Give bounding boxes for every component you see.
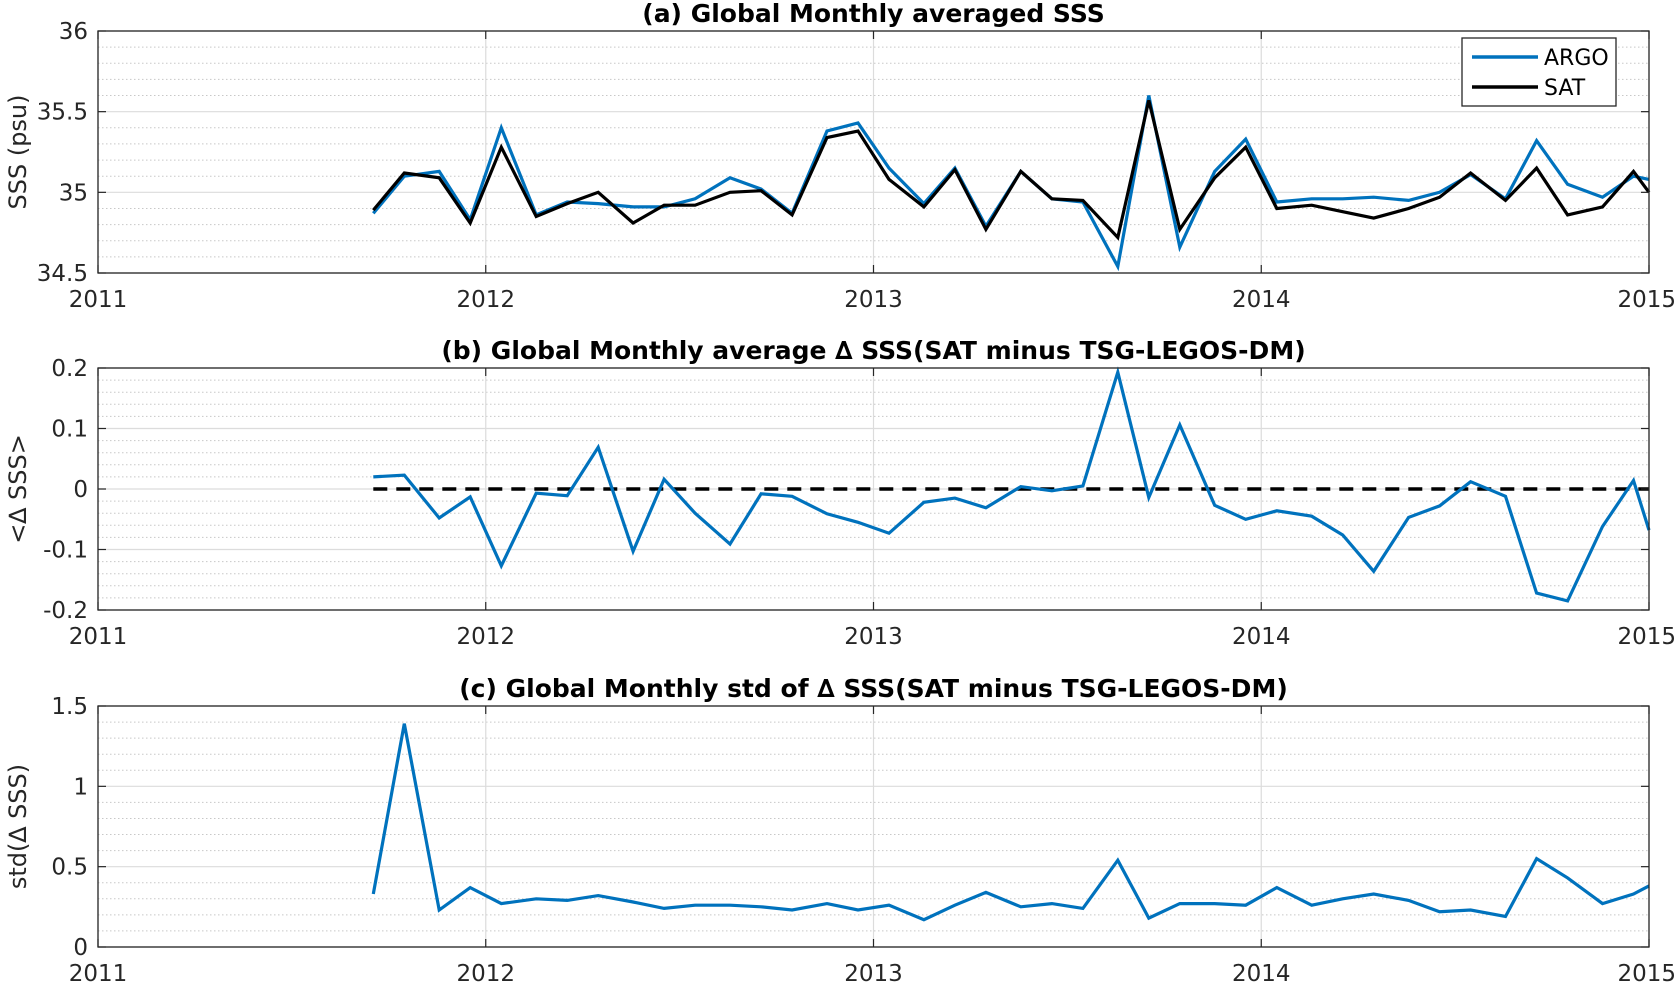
panel-2-x-tick-label: 2014 [1232,961,1291,982]
panel-1-y-tick-label: -0.1 [43,538,88,564]
panel-0-series-line-sat [372,100,1651,241]
panel-2-x-tick-label: 2015 [1617,961,1676,982]
panel-1-x-tick-label: 2013 [844,624,903,650]
panel-0-y-tick-label: 35 [59,180,88,206]
panel-1-y-tick-label: 0.1 [51,417,88,443]
panel-2-x-tick-label: 2011 [69,961,128,982]
panel-1-x-tick-label: 2012 [456,624,515,650]
panel-0-legend-label-argo: ARGO [1544,46,1609,71]
panel-2-title: (c) Global Monthly std of ∆ SSS(SAT minu… [459,674,1288,703]
panel-0-x-tick-label: 2011 [69,287,128,313]
panel-1-x-tick-label: 2015 [1617,624,1676,650]
panel-2-series-line-0 [371,723,1650,922]
panel-1-y-axis-label: <∆ SSS> [4,434,32,544]
panel-0-legend-label-sat: SAT [1544,76,1586,101]
panel-0-x-tick-label: 2012 [456,287,515,313]
panel-1-y-tick-label: 0 [73,477,88,503]
panel-0-y-tick-label: 34.5 [37,261,88,287]
panel-0-x-tick-label: 2013 [844,287,903,313]
panel-2-y-tick-label: 1 [73,774,88,800]
panel-0-y-axis-label: SSS (psu) [4,94,32,209]
panel-0-legend-box [1461,37,1617,107]
panel-1-x-tick-label: 2011 [69,624,128,650]
panel-2-y-tick-label: 0 [73,935,88,961]
panel-0-x-tick-label: 2014 [1232,287,1291,313]
panel-1-y-tick-label: -0.2 [43,598,88,624]
panel-2-y-tick-label: 0.5 [51,855,88,881]
panel-1-title: (b) Global Monthly average ∆ SSS(SAT min… [441,336,1305,365]
panel-1-y-tick-label: 0.2 [51,356,88,382]
panel-2-y-axis-label: std(∆ SSS) [4,764,32,889]
panel-0-x-tick-label: 2015 [1617,287,1676,313]
panel-0-y-tick-label: 36 [59,19,88,45]
panel-1-x-tick-label: 2014 [1232,624,1291,650]
panel-2-y-tick-label: 1.5 [51,694,88,720]
panel-2-x-tick-label: 2012 [456,961,515,982]
panel-0-title: (a) Global Monthly averaged SSS [642,0,1104,28]
panel-1-series-line-0 [373,366,1651,603]
panel-2-x-tick-label: 2013 [844,961,903,982]
panel-0-y-tick-label: 35.5 [37,100,88,126]
